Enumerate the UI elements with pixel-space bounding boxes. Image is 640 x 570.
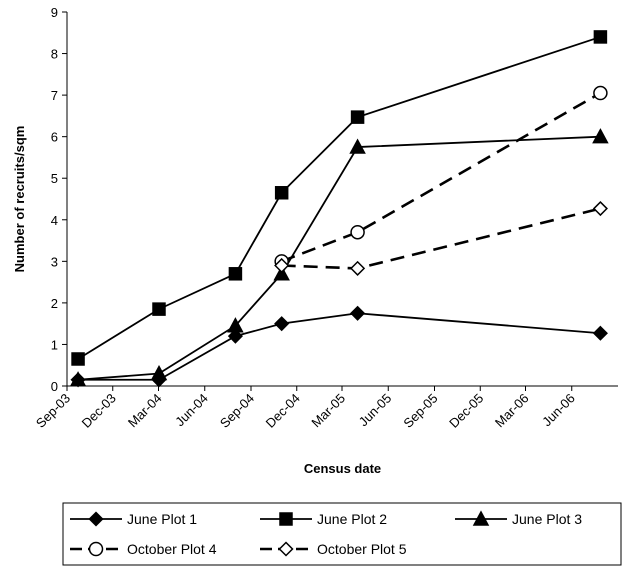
legend-swatch-marker xyxy=(472,510,490,526)
x-tick-label: Sep-04 xyxy=(217,391,257,431)
series-4-point xyxy=(593,85,608,101)
series-1-line xyxy=(78,312,601,381)
x-tick-label: Mar-06 xyxy=(492,391,532,431)
series-3-point xyxy=(273,265,290,281)
x-axis-title: Census date xyxy=(304,461,381,476)
legend-swatch-marker xyxy=(278,541,294,557)
x-tick-label: Dec-04 xyxy=(263,391,303,431)
legend-swatch-marker xyxy=(279,512,293,526)
series-2 xyxy=(71,30,608,366)
y-tick-label: 9 xyxy=(51,5,58,20)
series-3-point xyxy=(227,317,244,333)
series-3-point xyxy=(150,364,168,381)
legend-item: June Plot 2 xyxy=(260,511,387,527)
x-tick-label: Dec-03 xyxy=(79,391,119,431)
series-3 xyxy=(69,128,609,387)
legend-box xyxy=(62,502,622,566)
x-tick-label: Jun-06 xyxy=(539,391,578,430)
legend-label: October Plot 5 xyxy=(317,541,407,557)
y-tick-label: 5 xyxy=(51,171,58,186)
legend-label: June Plot 2 xyxy=(317,511,387,527)
y-tick-label: 2 xyxy=(51,296,58,311)
series-5-point xyxy=(592,200,608,217)
series-3-point xyxy=(592,128,609,144)
series-1-point xyxy=(350,305,366,321)
series-1-point xyxy=(227,328,243,344)
series-4-line xyxy=(281,91,602,263)
y-tick-label: 1 xyxy=(51,337,58,352)
series-4 xyxy=(274,85,608,269)
y-tick-label: 3 xyxy=(51,254,58,269)
x-tick-label: Mar-04 xyxy=(125,391,165,431)
series-1-point xyxy=(592,325,608,341)
legend-item: June Plot 3 xyxy=(455,510,582,527)
y-tick-label: 7 xyxy=(51,88,58,103)
series-2-point xyxy=(228,267,243,281)
series-1 xyxy=(70,305,608,388)
series-2-point xyxy=(274,186,289,200)
series-layer xyxy=(69,30,609,388)
legend-label: June Plot 1 xyxy=(127,511,197,527)
legend: June Plot 1 June Plot 2 June Plot 3 October… xyxy=(62,502,622,566)
series-2-line xyxy=(77,36,601,360)
series-2-point xyxy=(350,110,365,124)
y-axis-title: Number of recruits/sqm xyxy=(12,126,27,273)
x-tick-label: Mar-05 xyxy=(308,391,348,431)
x-tick-label: Dec-05 xyxy=(446,391,486,431)
series-3-point xyxy=(349,138,366,154)
legend-item: June Plot 1 xyxy=(70,511,197,527)
legend-item: October Plot 5 xyxy=(260,541,407,557)
legend-swatch-marker xyxy=(88,541,104,557)
series-4-point xyxy=(350,224,365,240)
y-tick-label: 8 xyxy=(51,47,58,62)
series-2-point xyxy=(71,352,85,366)
series-5-point xyxy=(274,257,290,274)
legend-label: October Plot 4 xyxy=(127,541,217,557)
x-tick-label: Jun-04 xyxy=(172,391,211,430)
series-1-point xyxy=(274,316,290,332)
y-tick-label: 4 xyxy=(51,213,58,228)
series-5-point xyxy=(350,260,366,276)
series-2-point xyxy=(593,30,608,44)
y-tick-label: 6 xyxy=(51,130,58,145)
y-axis-ticks: 0 1 2 3 4 5 6 7 8 9 xyxy=(51,5,67,394)
x-tick-label: Sep-03 xyxy=(33,391,73,431)
legend-items: June Plot 1 June Plot 2 June Plot 3 October… xyxy=(70,510,582,557)
legend-swatch-marker xyxy=(88,511,104,527)
series-2-point xyxy=(152,302,166,316)
series-3-line xyxy=(77,135,601,381)
legend-label: June Plot 3 xyxy=(512,511,582,527)
x-tick-label: Jun-05 xyxy=(356,391,395,430)
legend-item: October Plot 4 xyxy=(70,541,217,557)
series-5-line xyxy=(281,207,601,270)
x-tick-label: Sep-05 xyxy=(400,391,440,431)
series-5 xyxy=(274,200,608,276)
x-axis-ticks: Sep-03 Dec-03 Mar-04 Jun-04 Sep-04 Dec-04 Mar-… xyxy=(33,386,578,431)
y-tick-label: 0 xyxy=(51,379,58,394)
